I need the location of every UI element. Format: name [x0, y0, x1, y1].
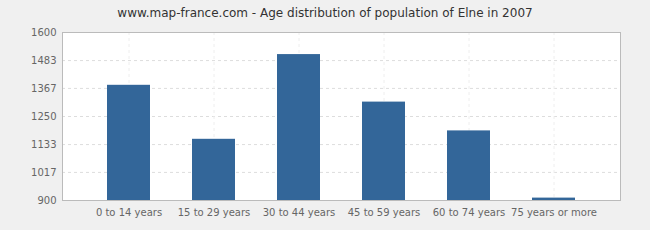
svg-text:1250: 1250: [31, 111, 56, 122]
svg-text:1483: 1483: [31, 55, 56, 66]
svg-text:15 to 29 years: 15 to 29 years: [178, 207, 251, 218]
svg-text:0 to 14 years: 0 to 14 years: [96, 207, 162, 218]
svg-text:1367: 1367: [31, 83, 56, 94]
svg-text:45 to 59 years: 45 to 59 years: [348, 207, 421, 218]
svg-text:60 to 74 years: 60 to 74 years: [433, 207, 506, 218]
svg-text:1133: 1133: [31, 139, 56, 150]
svg-text:75 years or more: 75 years or more: [511, 207, 597, 218]
html-text:www.map-france.com - Age distr: www.map-france.com - Age distribution of…: [117, 6, 533, 20]
svg-text:1600: 1600: [31, 27, 56, 38]
svg-text:900: 900: [37, 195, 56, 206]
svg-text:1017: 1017: [31, 167, 56, 178]
svg-text:30 to 44 years: 30 to 44 years: [263, 207, 336, 218]
